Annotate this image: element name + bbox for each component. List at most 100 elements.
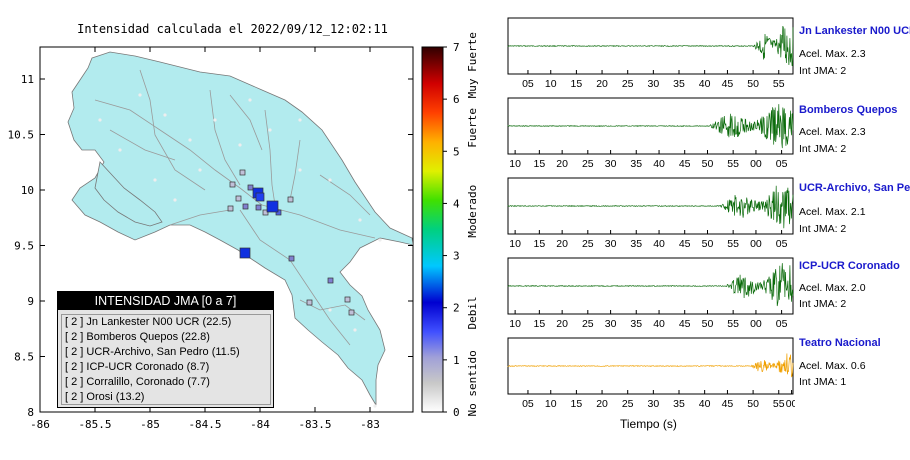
time-tick-label: 05 <box>522 398 534 410</box>
legend-row: [ 2 ] Corralillo, Coronado (7.7) <box>65 376 210 388</box>
time-tick-label: 30 <box>605 238 617 250</box>
time-tick-label: 35 <box>630 318 642 330</box>
time-tick-label: 10 <box>509 158 521 170</box>
station-jma-2: Int JMA: 2 <box>799 143 847 155</box>
map-y-tick-label: 8.5 <box>14 351 34 364</box>
time-tick-label: 00 <box>750 238 762 250</box>
map-y-ticks: 11 10.5 10 9.5 9 8.5 8 <box>8 73 413 419</box>
time-tick-label: 05 <box>776 318 788 330</box>
station-title-3: UCR-Archivo, San Pedro <box>799 182 910 194</box>
station-accel-4: Acel. Max. 2.0 <box>799 282 866 294</box>
time-tick-label: 20 <box>596 78 608 90</box>
colorbar-tick-label: 6 <box>453 93 460 106</box>
time-tick-label: 40 <box>653 158 665 170</box>
time-tick-label: 50 <box>747 398 759 410</box>
time-tick-label: 30 <box>605 158 617 170</box>
waveform-panel: 05 10 15 20 25 30 35 40 45 50 55 <box>507 17 794 90</box>
station-accel-5: Acel. Max. 0.6 <box>799 360 866 372</box>
waveform-panel: 10 15 20 25 30 35 40 45 50 55 00 05 <box>507 257 794 330</box>
legend-list: [ 2 ] Jn Lankester N00 UCR (22.5) [ 2 ] … <box>61 314 271 405</box>
time-tick-label: 50 <box>702 238 714 250</box>
time-tick-label: 55 <box>727 238 739 250</box>
legend-title: INTENSIDAD JMA [0 a 7] <box>58 292 273 310</box>
time-tick-label: 10 <box>545 78 557 90</box>
station-accel-3: Acel. Max. 2.1 <box>799 206 866 218</box>
time-tick-label: 45 <box>722 78 734 90</box>
station-accel-1: Acel. Max. 2.3 <box>799 48 866 60</box>
time-tick-label: 05 <box>776 158 788 170</box>
time-tick-label: 20 <box>556 238 568 250</box>
time-tick-label: 00 <box>750 318 762 330</box>
map-x-tick-label: -83 <box>360 418 380 431</box>
colorbar-category-label: Muy Fuerte <box>466 32 479 98</box>
map-y-tick-label: 10 <box>21 184 34 197</box>
map-y-tick-label: 11 <box>21 73 34 86</box>
legend-row: [ 2 ] Orosi (13.2) <box>65 391 145 403</box>
time-tick-label: 40 <box>653 318 665 330</box>
map-y-tick-label: 9.5 <box>14 240 34 253</box>
time-tick-label: 35 <box>630 238 642 250</box>
time-tick-label: 35 <box>630 158 642 170</box>
legend-row: [ 2 ] UCR-Archivo, San Pedro (11.5) <box>65 346 240 358</box>
time-tick-label: 25 <box>622 398 634 410</box>
station-accel-2: Acel. Max. 2.3 <box>799 126 866 138</box>
time-tick-label: 15 <box>571 78 583 90</box>
waveform-trace <box>507 104 794 149</box>
time-tick-label: 25 <box>622 78 634 90</box>
map-y-tick-label: 8 <box>27 406 34 419</box>
station-title-4: ICP-UCR Coronado <box>799 260 900 272</box>
time-tick-label: 40 <box>699 78 711 90</box>
map-x-tick-label: -84.5 <box>188 418 221 431</box>
map-x-tick-label: -85 <box>140 418 160 431</box>
time-tick-label: 55 <box>727 158 739 170</box>
colorbar-tick-label: 3 <box>453 250 460 263</box>
map-y-tick-label: 10.5 <box>8 129 35 142</box>
colorbar-category-label: Debil <box>466 296 479 329</box>
time-tick-label: 30 <box>648 398 660 410</box>
nicoya-peninsula <box>94 161 163 227</box>
time-tick-label: 45 <box>679 318 691 330</box>
time-tick-label: 25 <box>582 318 594 330</box>
colorbar-tick-label: 4 <box>453 197 460 210</box>
legend-row: [ 2 ] Jn Lankester N00 UCR (22.5) <box>65 316 232 328</box>
waveform-panels: 05 10 15 20 25 30 35 40 45 50 55 10 15 20 25 30 35 40 45 50… <box>507 17 795 410</box>
colorbar-category-label: Fuerte <box>466 108 479 148</box>
station-title-1: Jn Lankester N00 UCR <box>799 25 910 37</box>
colorbar-tick-label: 7 <box>453 41 460 54</box>
time-tick-label: 45 <box>722 398 734 410</box>
waveform-panel: 10 15 20 25 30 35 40 45 50 55 00 05 <box>507 177 794 250</box>
station-jma-1: Int JMA: 2 <box>799 65 847 77</box>
time-tick-label: 10 <box>509 318 521 330</box>
time-tick-label: 00 <box>786 398 795 410</box>
waveform-trace <box>507 25 794 67</box>
colorbar-ticks: 0 1 2 3 4 5 6 7 <box>443 41 460 419</box>
colorbar-tick-label: 5 <box>453 145 460 158</box>
colorbar-category-label: No sentido <box>466 350 479 416</box>
waveform-trace <box>507 185 794 229</box>
time-tick-label: 15 <box>571 398 583 410</box>
time-tick-label: 15 <box>534 158 546 170</box>
time-tick-label: 45 <box>679 158 691 170</box>
station-title-5: Teatro Nacional <box>799 337 881 349</box>
colorbar-labels: No sentido Debil Moderado Fuerte Muy Fuerte <box>466 32 479 416</box>
waveform-panel: 05 10 15 20 25 30 35 40 45 50 55 00 <box>507 337 795 410</box>
time-tick-label: 30 <box>605 318 617 330</box>
waveform-panel: 10 15 20 25 30 35 40 45 50 55 00 05 <box>507 97 794 170</box>
time-tick-label: 35 <box>673 78 685 90</box>
time-tick-label: 25 <box>582 238 594 250</box>
station-jma-3: Int JMA: 2 <box>799 223 847 235</box>
time-tick-label: 20 <box>556 318 568 330</box>
map-y-tick-label: 9 <box>27 295 34 308</box>
time-tick-label: 50 <box>702 158 714 170</box>
map-x-tick-label: -83.5 <box>298 418 331 431</box>
time-tick-label: 20 <box>596 398 608 410</box>
time-tick-label: 05 <box>522 78 534 90</box>
colorbar-tick-label: 0 <box>453 406 460 419</box>
map-title: Intensidad calculada el 2022/09/12_12:02… <box>77 22 388 36</box>
station-markers <box>227 169 355 316</box>
waveform-trace <box>507 263 794 307</box>
colorbar-category-label: Moderado <box>466 185 479 238</box>
colorbar-tick-label: 2 <box>453 302 460 315</box>
minor-stations <box>98 93 382 408</box>
time-tick-label: 40 <box>699 398 711 410</box>
